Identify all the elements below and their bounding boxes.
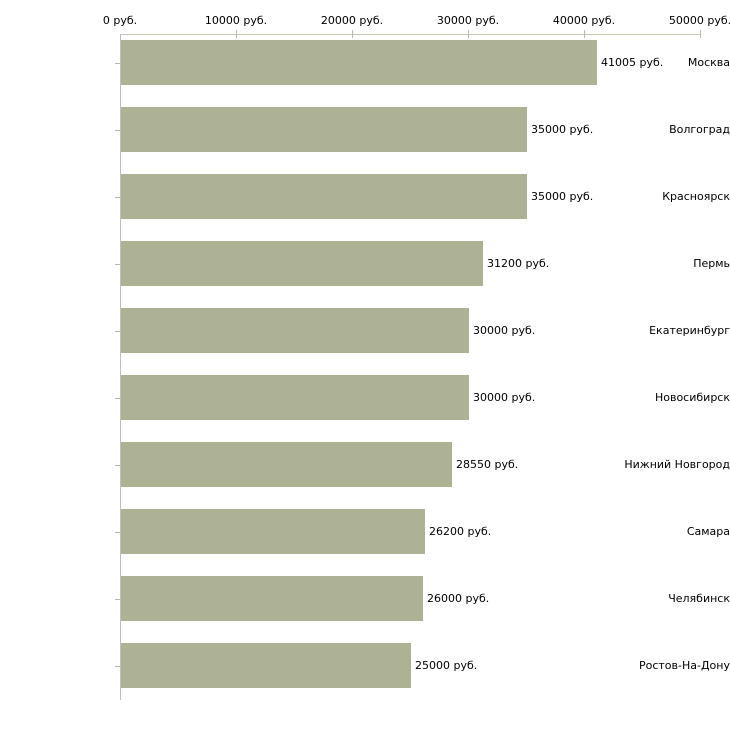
category-label: Екатеринбург (649, 323, 730, 337)
bar[interactable] (121, 576, 423, 621)
value-label: 41005 руб. (601, 55, 664, 69)
value-label: 25000 руб. (415, 658, 478, 672)
y-tick-mark (115, 397, 120, 399)
bar[interactable] (121, 241, 483, 286)
category-label: Нижний Новгород (624, 457, 730, 471)
value-label: 30000 руб. (473, 390, 536, 404)
category-label: Пермь (693, 256, 730, 270)
category-label: Москва (687, 55, 730, 69)
value-label: 30000 руб. (473, 323, 536, 337)
y-tick-mark (115, 196, 120, 198)
value-label: 31200 руб. (487, 256, 550, 270)
x-tick-mark (236, 30, 237, 38)
x-tick-label: 10000 руб. (204, 14, 268, 27)
x-tick-label: 0 руб. (102, 14, 138, 27)
x-tick-label: 30000 руб. (436, 14, 500, 27)
x-tick-label: 40000 руб. (552, 14, 616, 27)
category-label: Красноярск (662, 189, 730, 203)
y-tick-mark (115, 531, 120, 533)
x-tick-mark (584, 30, 585, 38)
bar[interactable] (121, 308, 469, 353)
bar[interactable] (121, 643, 411, 688)
bar[interactable] (121, 375, 469, 420)
y-tick-mark (115, 665, 120, 667)
y-axis-line (120, 34, 121, 700)
category-label: Челябинск (668, 591, 730, 605)
bar[interactable] (121, 174, 527, 219)
x-tick-mark (468, 30, 469, 38)
y-tick-mark (115, 464, 120, 466)
bar[interactable] (121, 509, 425, 554)
y-tick-mark (115, 263, 120, 265)
y-tick-mark (115, 129, 120, 131)
bar[interactable] (121, 40, 597, 85)
category-label: Волгоград (669, 122, 730, 136)
x-axis-line (120, 34, 700, 35)
category-label: Самара (686, 524, 730, 538)
x-tick-mark (352, 30, 353, 38)
bar[interactable] (121, 107, 527, 152)
value-label: 35000 руб. (531, 122, 594, 136)
category-label: Новосибирск (654, 390, 730, 404)
bar[interactable] (121, 442, 452, 487)
y-tick-mark (115, 330, 120, 332)
value-label: 35000 руб. (531, 189, 594, 203)
x-tick-mark (700, 30, 701, 38)
value-label: 28550 руб. (456, 457, 519, 471)
y-tick-mark (115, 62, 120, 64)
y-tick-mark (115, 598, 120, 600)
x-tick-label: 50000 руб. (668, 14, 730, 27)
value-label: 26000 руб. (427, 591, 490, 605)
value-label: 26200 руб. (429, 524, 492, 538)
x-tick-label: 20000 руб. (320, 14, 384, 27)
category-label: Ростов-На-Дону (638, 658, 730, 672)
